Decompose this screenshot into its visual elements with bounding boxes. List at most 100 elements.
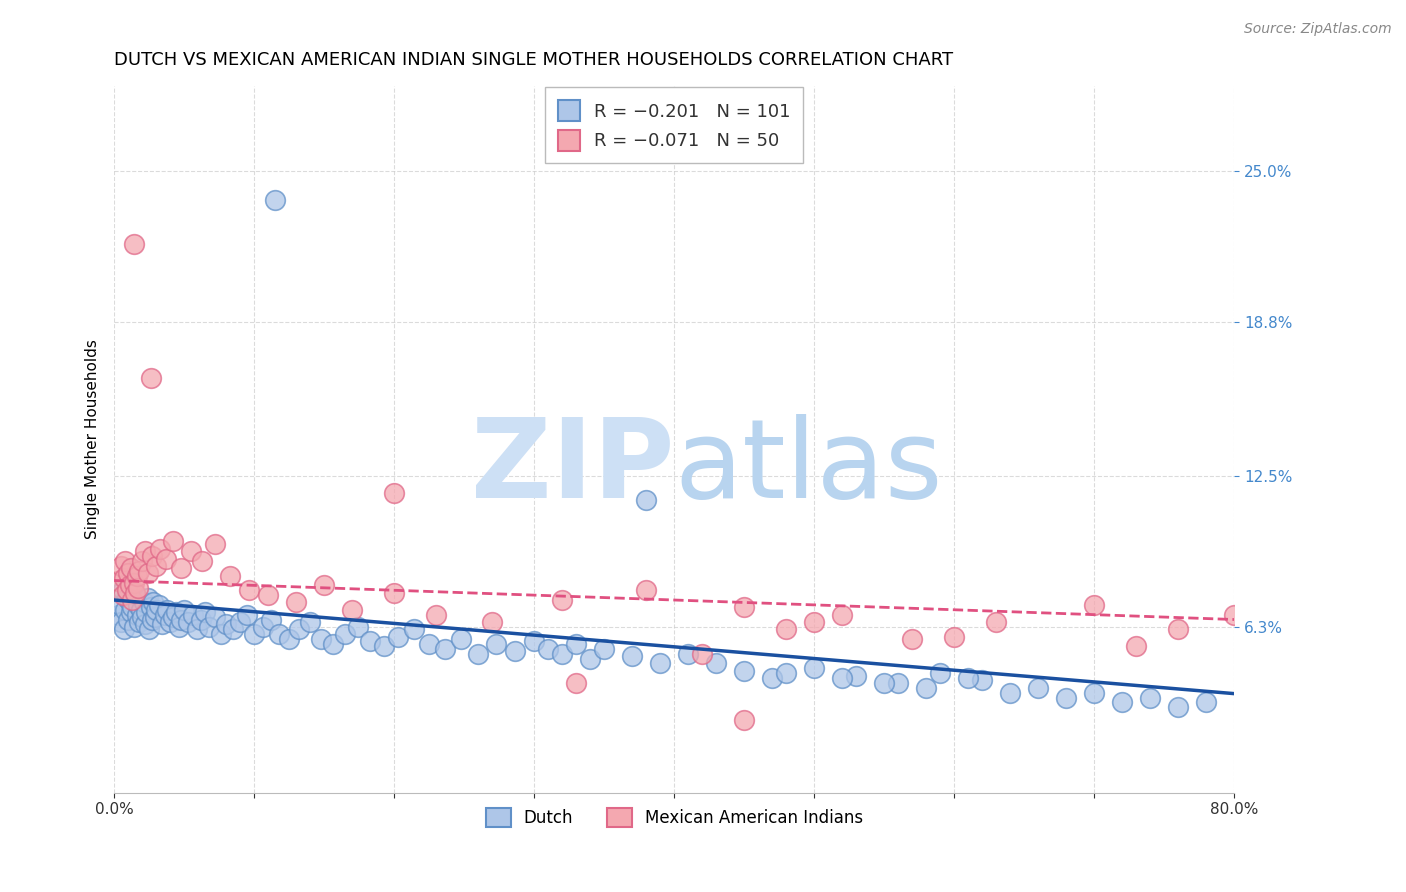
Point [252,620,274,634]
Point [150,617,173,632]
Point [170,613,193,627]
Point [636,583,658,598]
Point [180,544,202,558]
Point [621,649,644,664]
Point [222,622,245,636]
Point [845,668,868,682]
Point [467,647,489,661]
Point [190,613,212,627]
Point [177,615,200,629]
Point [1028,681,1050,695]
Point [593,641,616,656]
Point [1139,690,1161,705]
Point [110,615,132,629]
Point [1111,695,1133,709]
Point [191,554,214,568]
Point [523,634,546,648]
Point [120,561,142,575]
Point [733,600,755,615]
Text: DUTCH VS MEXICAN AMERICAN INDIAN SINGLE MOTHER HOUSEHOLDS CORRELATION CHART: DUTCH VS MEXICAN AMERICAN INDIAN SINGLE … [114,51,953,69]
Point [209,627,232,641]
Legend: Dutch, Mexican American Indians: Dutch, Mexican American Indians [479,801,870,834]
Point [121,600,143,615]
Point [127,581,149,595]
Point [1125,640,1147,654]
Point [173,603,195,617]
Point [236,607,259,622]
Point [139,600,162,615]
Text: ZIP: ZIP [471,414,675,521]
Point [181,607,204,622]
Point [929,666,952,681]
Point [831,671,853,685]
Point [145,603,167,617]
Point [761,671,783,685]
Point [118,595,141,609]
Point [111,588,134,602]
Point [143,610,166,624]
Point [238,583,260,598]
Point [167,620,190,634]
Point [128,615,150,629]
Point [342,603,364,617]
Point [382,485,405,500]
Point [887,676,910,690]
Point [704,657,727,671]
Point [733,713,755,727]
Point [485,637,508,651]
Point [141,549,163,563]
Point [901,632,924,646]
Point [873,676,896,690]
Point [122,576,145,591]
Point [972,673,994,688]
Point [186,622,208,636]
Point [215,617,238,632]
Point [943,630,966,644]
Point [122,620,145,634]
Point [335,627,357,641]
Point [650,657,672,671]
Point [198,620,221,634]
Point [149,541,172,556]
Point [204,537,226,551]
Point [117,613,139,627]
Point [269,627,291,641]
Point [112,622,135,636]
Point [579,651,602,665]
Point [243,627,266,641]
Point [145,558,167,573]
Y-axis label: Single Mother Households: Single Mother Households [86,339,100,539]
Point [775,622,797,636]
Text: Source: ZipAtlas.com: Source: ZipAtlas.com [1244,22,1392,37]
Point [156,603,179,617]
Point [111,583,134,598]
Point [142,595,165,609]
Point [136,566,159,581]
Point [131,610,153,624]
Point [1083,686,1105,700]
Point [134,544,156,558]
Point [132,595,155,609]
Point [124,585,146,599]
Point [159,615,181,629]
Point [107,607,129,622]
Point [278,632,301,646]
Point [425,607,447,622]
Point [170,561,193,575]
Point [121,593,143,607]
Point [537,641,560,656]
Point [803,661,825,675]
Point [299,615,322,629]
Point [131,554,153,568]
Point [138,622,160,636]
Point [450,632,472,646]
Point [229,615,252,629]
Point [114,554,136,568]
Point [155,551,177,566]
Point [120,605,142,619]
Point [433,641,456,656]
Point [359,634,381,648]
Point [148,598,170,612]
Point [402,622,425,636]
Point [108,598,131,612]
